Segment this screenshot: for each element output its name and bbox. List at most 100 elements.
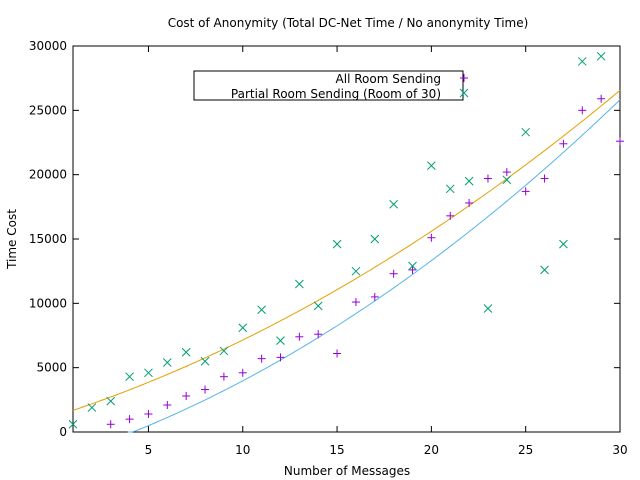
- axis-ticks: [73, 45, 621, 433]
- marker-stroke: [559, 239, 568, 249]
- partial-room-point: [87, 403, 97, 412]
- marker-stroke: [351, 266, 361, 276]
- marker-stroke: [144, 368, 153, 378]
- partial-room-point: [351, 266, 361, 276]
- all-room-point: [238, 368, 247, 377]
- partial-room-point: [294, 279, 304, 289]
- partial-room-point: [238, 323, 248, 333]
- all-room-point: [182, 391, 191, 400]
- all-room-point: [125, 415, 134, 424]
- marker-stroke: [276, 336, 285, 346]
- all-room-point: [446, 211, 455, 220]
- marker-stroke: [181, 347, 191, 357]
- y-tick-label: 20000: [29, 168, 67, 182]
- partial-room-point: [408, 261, 417, 271]
- all-room-point: [351, 298, 360, 307]
- marker-stroke: [464, 176, 474, 186]
- partial-room-point: [276, 336, 285, 346]
- partial-room-point: [125, 372, 134, 382]
- all-room-point: [578, 106, 587, 115]
- partial-room-point: [313, 301, 323, 311]
- all-room-point: [257, 354, 266, 363]
- partial-room-point: [219, 346, 229, 356]
- x-tick-label: 10: [235, 443, 250, 457]
- marker-stroke: [294, 279, 304, 289]
- partial-room-point: [162, 358, 172, 367]
- marker-stroke: [389, 199, 399, 209]
- all-room-point: [521, 187, 530, 196]
- legend-box: [193, 70, 464, 101]
- x-tick-labels: 5 10 15 20 25 30: [145, 443, 628, 457]
- y-tick-label: 0: [59, 425, 67, 439]
- partial-room-point: [200, 356, 210, 366]
- marker-stroke: [125, 372, 134, 382]
- x-tick-label: 15: [329, 443, 344, 457]
- all-room-point: [483, 174, 492, 183]
- fit-line-1: [72, 90, 621, 411]
- partial-room-point: [144, 368, 153, 378]
- marker-stroke: [87, 403, 97, 412]
- marker-stroke: [502, 175, 512, 185]
- all-room-point: [276, 353, 285, 362]
- partial-room-point: [559, 239, 568, 249]
- x-tick-label: 25: [518, 443, 533, 457]
- y-tick-labels: 0 5000 10000 15000 20000 25000 30000: [29, 39, 67, 439]
- y-tick-label: 10000: [29, 296, 67, 310]
- marker-stroke: [577, 57, 587, 66]
- all-room-point: [616, 137, 624, 146]
- legend-marker-partial-room: [459, 88, 469, 98]
- fit-lines: [72, 90, 621, 433]
- marker-stroke: [106, 396, 116, 406]
- partial-room-point: [181, 347, 191, 357]
- marker-stroke: [257, 305, 266, 315]
- all-room-point: [106, 420, 115, 429]
- marker-stroke: [313, 301, 323, 311]
- all-room-point: [370, 292, 379, 301]
- all-room-point: [427, 233, 436, 242]
- all-room-point: [333, 349, 342, 358]
- x-tick-label: 20: [424, 443, 439, 457]
- partial-room-point: [370, 234, 380, 244]
- y-tick-label: 15000: [29, 232, 67, 246]
- marker-stroke: [200, 356, 210, 366]
- all-room-point: [540, 174, 549, 183]
- y-tick-label: 30000: [29, 39, 67, 53]
- chart-title: Cost of Anonymity (Total DC-Net Time / N…: [168, 16, 529, 30]
- partial-room-point: [521, 127, 531, 137]
- partial-room-point: [257, 305, 266, 315]
- partial-room-point: [68, 419, 78, 429]
- legend-marker-all-room: [460, 74, 468, 82]
- marker-stroke: [445, 184, 455, 194]
- legend-label-partial-room: Partial Room Sending (Room of 30): [231, 87, 441, 101]
- partial-room-point: [389, 199, 399, 209]
- marker-stroke: [219, 346, 229, 356]
- marker-stroke: [370, 234, 380, 244]
- x-tick-label: 30: [612, 443, 627, 457]
- x-tick-label: 5: [145, 443, 153, 457]
- partial-room-point: [483, 304, 493, 313]
- all-room-point: [219, 372, 228, 381]
- partial-room-point: [540, 265, 549, 275]
- marker-stroke: [540, 265, 549, 275]
- all-room-point: [144, 409, 153, 418]
- marker-stroke: [332, 239, 342, 249]
- partial-room-point: [445, 184, 455, 194]
- all-room-point: [408, 265, 417, 274]
- x-axis-label: Number of Messages: [284, 464, 410, 478]
- legend: All Room Sending Partial Room Sending (R…: [193, 70, 469, 101]
- marker-stroke: [238, 323, 248, 333]
- all-room-point: [559, 139, 568, 148]
- marker-stroke: [68, 419, 78, 429]
- partial-room-point: [502, 175, 512, 185]
- y-tick-label: 5000: [36, 361, 67, 375]
- marker-stroke: [427, 161, 436, 171]
- marker-stroke: [162, 358, 172, 367]
- y-tick-label: 25000: [29, 103, 67, 117]
- all-room-point: [201, 385, 210, 394]
- marker-stroke: [483, 304, 493, 313]
- all-room-point: [163, 400, 172, 409]
- all-room-point: [314, 330, 323, 339]
- partial-room-point: [464, 176, 474, 186]
- legend-label-all-room: All Room Sending: [336, 72, 441, 86]
